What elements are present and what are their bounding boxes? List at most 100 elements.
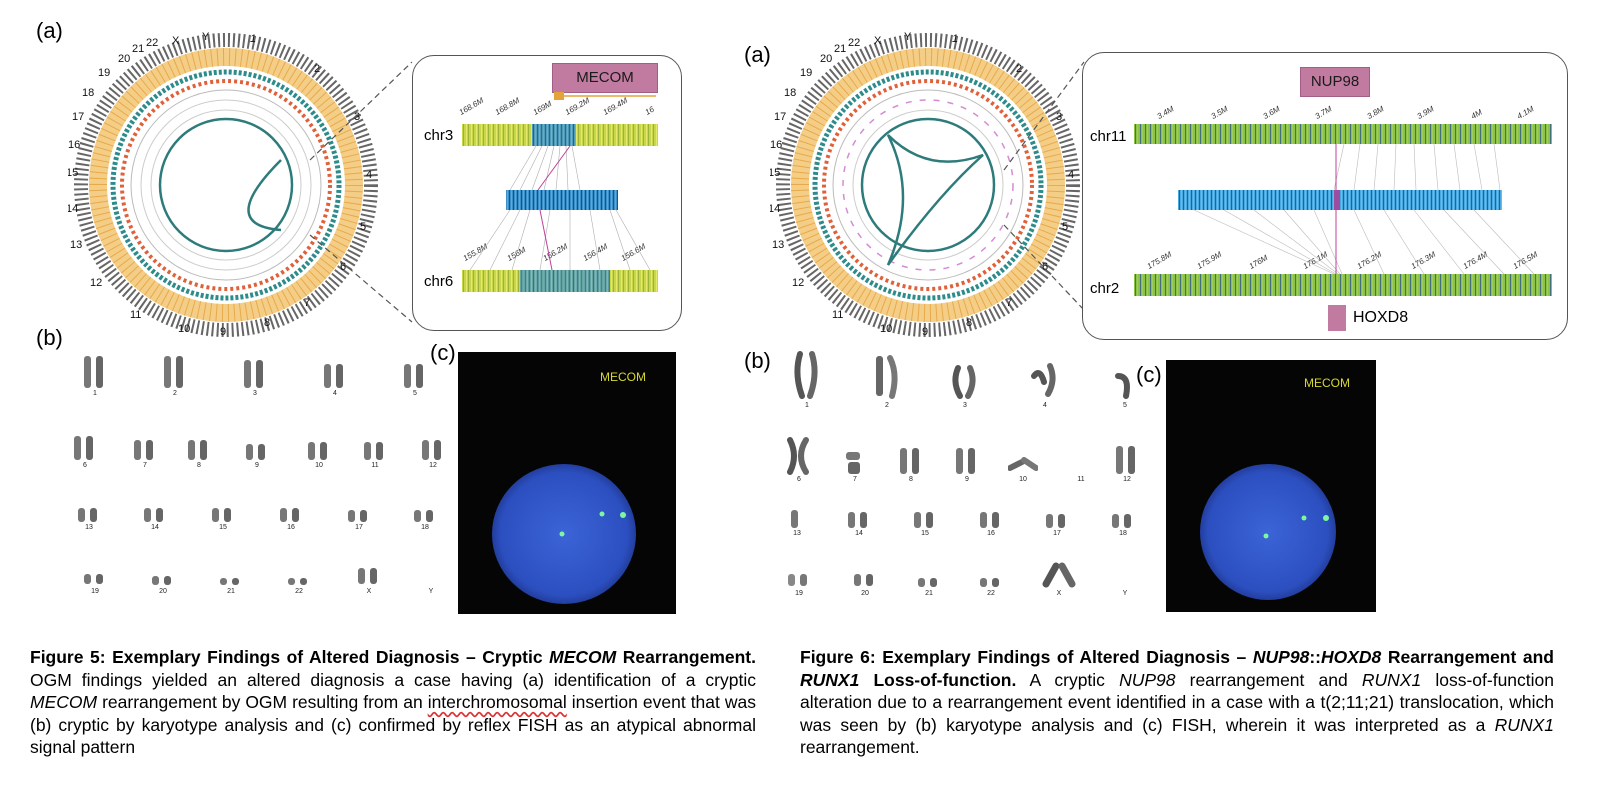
karyotype-chromosome <box>84 574 103 584</box>
fig5-caption-text1: OGM findings yielded an altered diagnosi… <box>30 669 756 690</box>
fig6-caption-bold2: :: <box>1309 647 1321 667</box>
fig5-circos-label-3: 3 <box>354 111 360 123</box>
fig6-circos-label-20: 20 <box>820 53 832 65</box>
fig6-karyotype-label: 2 <box>885 402 889 409</box>
karyotype-chromosome <box>144 508 163 522</box>
fig6-karyotype-label: 22 <box>987 590 995 597</box>
fig6-caption-italic1: NUP98 <box>1119 669 1176 690</box>
fig5-circos-label-15: 15 <box>68 167 78 179</box>
karyotype-chromosome <box>348 510 367 522</box>
fig6-caption-italic3: RUNX1 <box>1494 714 1554 735</box>
fig5-circos-label-18: 18 <box>82 87 94 99</box>
fig6-karyotype: 1 2 3 4 5 6 7 8 9 10 11 12 13 14 15 16 1… <box>778 350 1158 600</box>
fig5-karyotype-label: 20 <box>159 588 167 595</box>
fig6-karyotype-label: 12 <box>1123 476 1131 483</box>
fig6-caption-bold-italic3: RUNX1 <box>800 669 860 690</box>
karyotype-chromosome <box>1046 514 1065 528</box>
fig5-zoom-connectors <box>309 61 413 323</box>
fig5-panel-b-label: (b) <box>36 325 63 350</box>
karyotype-chromosome <box>900 448 919 474</box>
karyotype-chromosome <box>188 440 207 460</box>
fig6-karyotype-label: 17 <box>1053 530 1061 537</box>
fig5-circos-label-21: 21 <box>132 43 144 55</box>
karyotype-chromosome <box>308 442 327 460</box>
fig5-circos-label-5: 5 <box>360 221 366 233</box>
fig6-circos-label-9: 9 <box>922 326 928 338</box>
fig6-karyotype-label: X <box>1056 590 1062 597</box>
fig6-karyotype-label: 20 <box>861 590 869 597</box>
fig6-circos-label-4: 4 <box>1068 169 1074 181</box>
fig5-circos-label-2: 2 <box>314 63 320 75</box>
fig6-circos-label-11: 11 <box>832 309 843 321</box>
fig5-caption-text3: insertion event that was (b) cryptic by … <box>30 692 756 757</box>
fig5-karyotype-label: 19 <box>91 588 99 595</box>
fig6-circos-label-6: 6 <box>1042 261 1048 273</box>
fig6-caption-text2: rearrangement and <box>1175 669 1362 690</box>
fig6-circos-label-2: 2 <box>1016 63 1022 75</box>
fig6-circos-label-x: X <box>874 35 882 47</box>
fig6-circos-label-21: 21 <box>834 43 846 55</box>
fig6-circos-label-8: 8 <box>966 317 972 329</box>
fig5-circos-label-4: 4 <box>366 169 372 181</box>
fig5-caption-bold-italic1: MECOM <box>549 647 617 667</box>
fig6-circos-label-3: 3 <box>1056 111 1062 123</box>
fig6-caption: Figure 6: Exemplary Findings of Altered … <box>800 646 1554 759</box>
fig5-gene-model <box>554 92 656 100</box>
fig6-karyotype-label: 9 <box>965 476 969 483</box>
fig5-karyotype-label: 6 <box>83 462 87 469</box>
karyotype-chromosome <box>358 568 377 584</box>
fig5-karyotype-label: 7 <box>143 462 147 469</box>
fig6-caption-bold-italic1: NUP98 <box>1252 647 1310 667</box>
karyotype-chromosome <box>324 364 343 388</box>
fig5-karyotype-label: 9 <box>255 462 259 469</box>
fig5-caption-italic1: MECOM <box>30 692 98 712</box>
fig6-caption-bold-italic2: HOXD8 <box>1320 647 1382 667</box>
fig6-circos-label-22: 22 <box>848 37 860 49</box>
fig5-fish-label: MECOM <box>600 370 646 384</box>
fig5-karyotype-label: 13 <box>85 524 93 531</box>
karyotype-chromosome <box>918 578 937 587</box>
karyotype-chromosome <box>1116 446 1135 474</box>
fig5-karyotype-label: 1 <box>93 390 97 397</box>
karyotype-chromosome <box>280 508 299 522</box>
karyotype-chromosome <box>956 448 975 474</box>
fig6-alignment-map <box>1134 124 1552 296</box>
fig5-karyotype-label: X <box>366 588 372 595</box>
fig5-gene-label: MECOM <box>552 63 658 93</box>
fig5-circos-label-6: 6 <box>340 261 346 273</box>
fig6-circos-label-14: 14 <box>770 203 780 215</box>
karyotype-chromosome <box>84 356 103 388</box>
karyotype-chromosome <box>212 508 231 522</box>
karyotype-chromosome <box>244 360 263 388</box>
karyotype-chromosome <box>787 437 809 475</box>
karyotype-chromosome <box>288 578 307 585</box>
fig5-karyotype-label: 5 <box>413 390 417 397</box>
fig6-karyotype-label: Y <box>1122 590 1128 597</box>
fig6-karyotype-label: 19 <box>795 590 803 597</box>
fig6-fish-image: MECOM <box>1166 360 1376 612</box>
fig5-nucleus <box>492 464 636 604</box>
fig5-karyotype-label: 17 <box>355 524 363 531</box>
fig5-circos-label-11: 11 <box>130 309 141 321</box>
fig5-circos-label-y: Y <box>202 31 210 43</box>
karyotype-chromosome <box>246 444 265 460</box>
karyotype-chromosome <box>74 436 93 460</box>
fig5-karyotype-label: 11 <box>371 462 379 469</box>
fig5-karyotype-label: 3 <box>253 390 257 397</box>
fig5-circos-label-7: 7 <box>304 297 310 309</box>
karyotype-chromosome <box>980 578 999 587</box>
karyotype-chromosome <box>854 574 873 586</box>
fig5-circos-label-8: 8 <box>264 317 270 329</box>
fig5-fish-image: MECOM <box>458 352 676 614</box>
fig6-circos-label-17: 17 <box>774 111 786 123</box>
fig6-caption-text3: loss-of-function alteration due to a rea… <box>800 669 1554 735</box>
fig6-circos-label-15: 15 <box>770 167 780 179</box>
fig5-panel-a-label: (a) <box>36 18 63 43</box>
karyotype-chromosome <box>152 576 171 585</box>
fig6-caption-bold3: Rearrangement and <box>1381 647 1554 667</box>
fig5-karyotype: 1 2 3 4 5 6 7 8 9 10 11 12 13 14 15 16 1… <box>64 352 454 602</box>
fig5-circos-label-10: 10 <box>178 323 190 335</box>
fig6-karyotype-label: 4 <box>1043 402 1047 409</box>
fig6-zoom-connectors <box>1003 61 1085 311</box>
fig5-caption-text2: rearrangement by OGM resulting from an <box>97 692 428 712</box>
